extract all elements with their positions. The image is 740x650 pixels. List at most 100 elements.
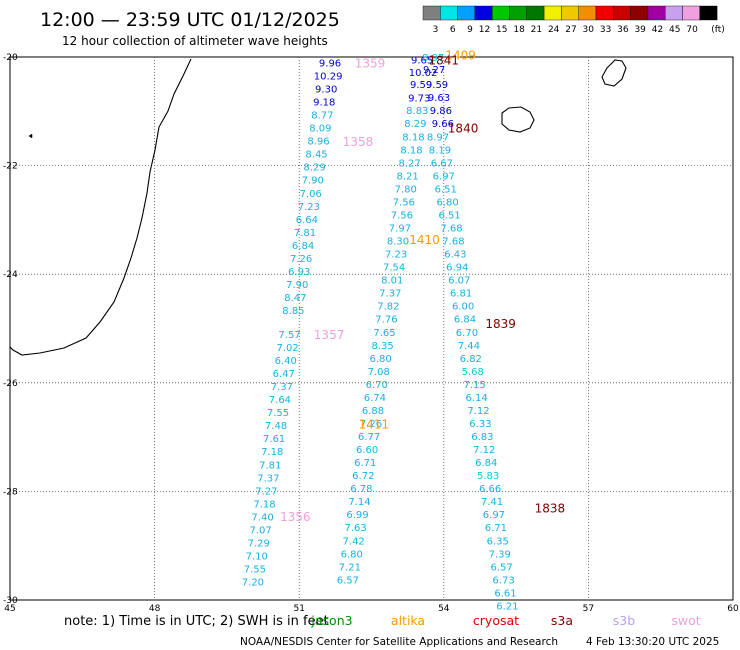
x-tick-label: 48 bbox=[149, 604, 161, 614]
wave-height-value: 8.96 bbox=[307, 137, 329, 148]
pass-label: 1356 bbox=[280, 510, 311, 524]
wave-height-value: 6.88 bbox=[362, 406, 384, 417]
wave-height-value: 6.71 bbox=[485, 523, 507, 534]
color-scale-label: 70 bbox=[686, 25, 698, 35]
reunion-island bbox=[501, 106, 535, 133]
x-tick-label: 45 bbox=[4, 604, 15, 614]
x-tick-label: 57 bbox=[583, 604, 594, 614]
wave-height-value: 6.35 bbox=[487, 536, 509, 547]
track-altika-1410: 7.54 8.01 7.37 7.82 7.76 7.65 8.35 6.80 7.08 6.70… bbox=[360, 233, 440, 430]
pass-label: 1358 bbox=[343, 135, 374, 149]
wave-height-value: 7.15 bbox=[464, 380, 486, 391]
wave-height-value: 6.80 bbox=[370, 354, 392, 365]
wave-height-value: 6.80 bbox=[437, 197, 459, 208]
wave-height-value: 7.90 bbox=[286, 280, 308, 291]
wave-height-value: 6.51 bbox=[438, 210, 460, 221]
wave-height-value: 7.97 bbox=[389, 224, 411, 235]
wave-height-value: 6.97 bbox=[433, 171, 455, 182]
wave-height-value: 6.84 bbox=[292, 241, 314, 252]
pass-label: 1409 bbox=[445, 48, 476, 62]
chart-title: 12:00 — 23:59 UTC 01/12/2025 bbox=[40, 9, 340, 31]
wave-height-value: 7.02 bbox=[276, 343, 298, 354]
wave-height-value: 7.12 bbox=[467, 406, 489, 417]
track-altika-1411: 6.77 6.60 6.71 6.72 6.78 7.14 6.99 7.63 7.42 6.80… bbox=[337, 418, 389, 587]
color-scale-label: 6 bbox=[450, 25, 456, 35]
wave-height-value: 6.33 bbox=[469, 419, 491, 430]
legend-s3b: s3b bbox=[613, 613, 635, 628]
wave-height-value: 7.26 bbox=[360, 419, 382, 430]
color-scale-swatch bbox=[543, 5, 562, 21]
legend-swot: swot bbox=[671, 613, 700, 628]
wave-height-value: 9.18 bbox=[313, 98, 335, 109]
chart-subtitle: 12 hour collection of altimeter wave hei… bbox=[62, 34, 328, 48]
small-islet bbox=[28, 133, 33, 139]
color-scale-label: 15 bbox=[496, 25, 507, 35]
wave-height-value: 8.83 bbox=[406, 106, 428, 117]
pass-label: 1411 bbox=[359, 418, 390, 432]
y-tick-label: -20 bbox=[3, 53, 18, 63]
wave-height-value: 6.67 bbox=[431, 158, 453, 169]
wave-height-value: 7.42 bbox=[343, 536, 365, 547]
pass-label: 1410 bbox=[409, 233, 440, 247]
wave-height-value: 8.30 bbox=[387, 237, 409, 248]
wave-height-value: 6.43 bbox=[444, 250, 466, 261]
wave-height-value: 7.23 bbox=[298, 202, 320, 213]
wave-height-value: 6.97 bbox=[483, 510, 505, 521]
satellite-tracks: 9.96 10.29 9.30 9.18 8.77 8.09 8.96 8.45 1359 8.2… bbox=[242, 48, 565, 612]
wave-height-value: 7.61 bbox=[263, 434, 285, 445]
wave-height-value: 8.19 bbox=[429, 145, 451, 156]
pass-label: 1357 bbox=[314, 328, 345, 342]
wave-height-value: 6.64 bbox=[296, 215, 318, 226]
wave-height-value: 6.57 bbox=[491, 562, 513, 573]
color-scale-label: 42 bbox=[652, 25, 663, 35]
wave-height-value: 8.45 bbox=[305, 150, 327, 161]
color-scale-swatch bbox=[665, 5, 683, 21]
track-s3a-1839: 6.84 6.70 7.44 6.82 5.68 7.15 6.14 7.12 6.33 6.83… bbox=[454, 315, 516, 508]
color-scale-swatch bbox=[578, 5, 597, 21]
wave-height-value: 7.18 bbox=[253, 499, 275, 510]
color-scale-label: 12 bbox=[479, 25, 490, 35]
color-scale-swatch bbox=[647, 5, 666, 21]
color-scale-label: 39 bbox=[634, 25, 646, 35]
color-scale-swatch bbox=[492, 5, 510, 21]
wave-height-value: 9.59 bbox=[426, 80, 448, 91]
wave-height-value: 6.84 bbox=[475, 458, 497, 469]
color-scale-label: 18 bbox=[513, 25, 525, 35]
track-swot-1359: 9.96 10.29 9.30 9.18 8.77 8.09 8.96 8.45 1359 bbox=[305, 56, 385, 160]
color-scale-swatch bbox=[509, 5, 527, 21]
color-scale-label: 9 bbox=[467, 25, 473, 35]
wave-height-value: 8.29 bbox=[303, 163, 325, 174]
wave-height-value: 7.27 bbox=[255, 486, 277, 497]
color-scale-label: 3 bbox=[433, 25, 439, 35]
credit-text: NOAA/NESDIS Center for Satellite Applica… bbox=[240, 636, 558, 648]
wave-height-value: 8.97 bbox=[422, 53, 444, 64]
wave-height-value: 9.96 bbox=[319, 58, 341, 69]
track-s3a-1841: 8.979.27 9.59 9.63 9.86 9.66 1841 bbox=[422, 53, 459, 130]
pass-label: 1838 bbox=[535, 502, 566, 516]
map-frame bbox=[9, 56, 734, 601]
wave-height-value: 7.26 bbox=[290, 254, 312, 265]
wave-height-value: 7.37 bbox=[379, 289, 401, 300]
wave-height-value: 6.93 bbox=[288, 267, 310, 278]
color-scale-swatch bbox=[526, 5, 545, 21]
y-tick-label: -22 bbox=[3, 162, 18, 172]
wave-height-value: 7.06 bbox=[300, 189, 322, 200]
track-s3a-1838: 6.97 6.71 6.35 7.39 6.57 6.73 6.61 6.21 1838 bbox=[483, 502, 565, 613]
wave-height-value: 7.40 bbox=[251, 512, 273, 523]
color-scale-swatch bbox=[474, 5, 493, 21]
wave-height-value: 6.14 bbox=[465, 393, 487, 404]
color-scale-label: 24 bbox=[548, 25, 560, 35]
x-tick-label: 51 bbox=[293, 604, 304, 614]
wave-height-value: 7.41 bbox=[481, 497, 503, 508]
wave-height-value: 7.55 bbox=[244, 565, 266, 576]
timestamp-text: 4 Feb 13:30:20 UTC 2025 bbox=[586, 636, 719, 648]
wave-height-value: 6.99 bbox=[346, 510, 368, 521]
x-tick-label: 60 bbox=[727, 604, 739, 614]
wave-height-value: 7.82 bbox=[377, 302, 399, 313]
wave-height-value: 10.02 bbox=[409, 68, 438, 79]
color-scale-label: 33 bbox=[600, 25, 611, 35]
wave-height-value: 8.09 bbox=[309, 124, 331, 135]
wave-height-value: 5.68 bbox=[462, 367, 484, 378]
